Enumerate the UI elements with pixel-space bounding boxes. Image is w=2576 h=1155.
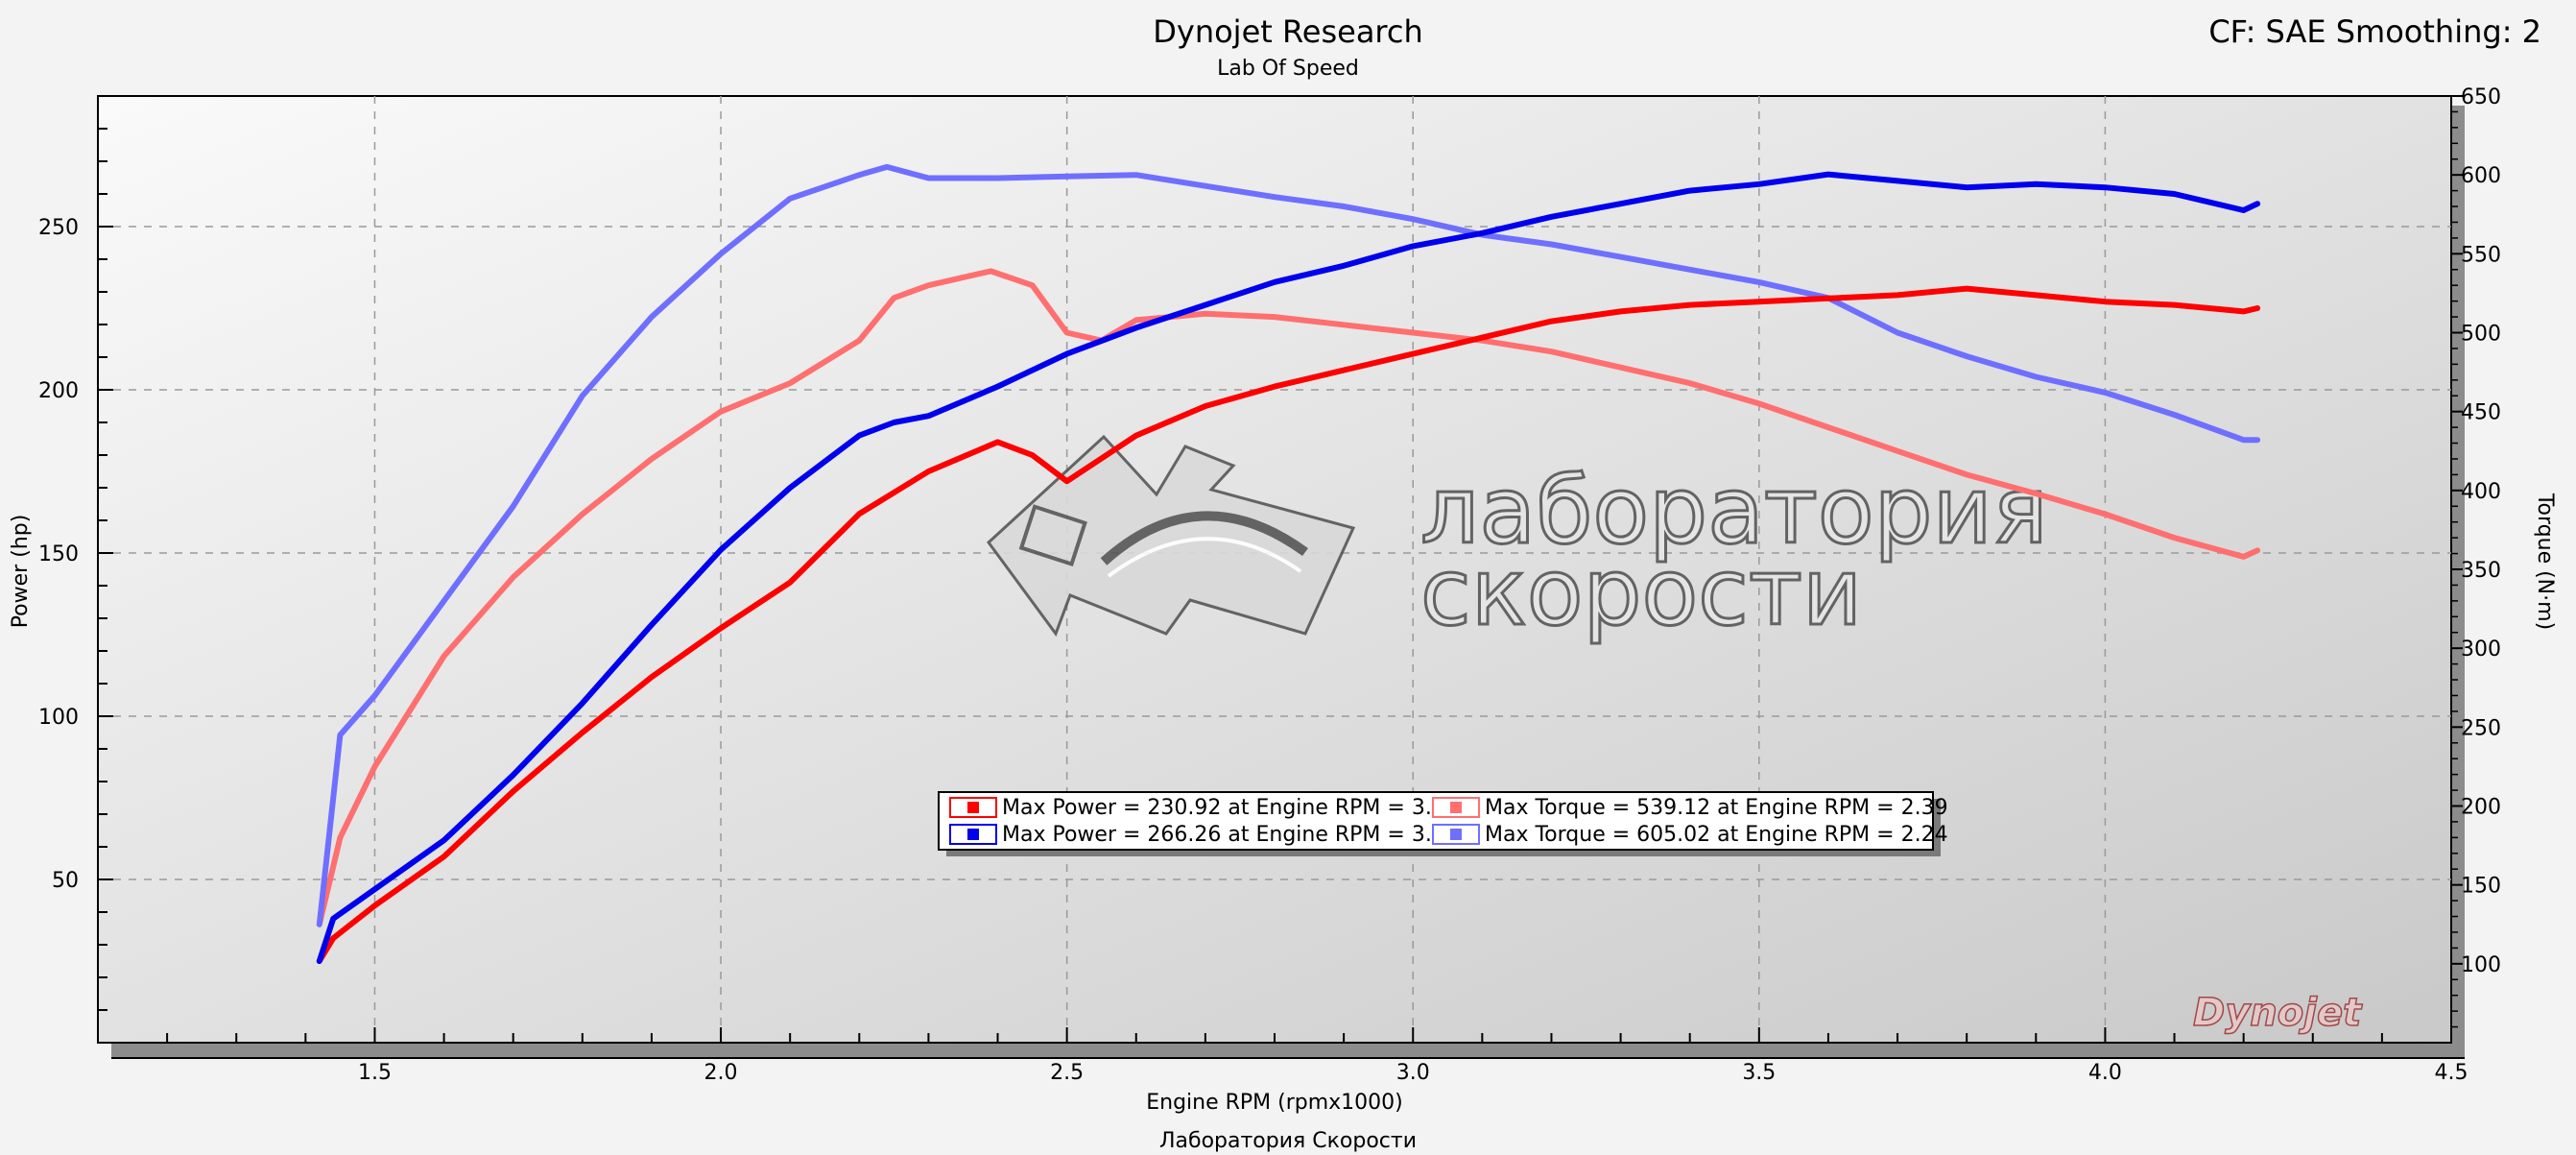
legend-entry-power-run1: Max Power = 230.92 at Engine RPM = 3.81 [949,796,1459,820]
legend-text: Max Power = 230.92 at Engine RPM = 3.81 [1002,796,1459,820]
x-axis-label: Engine RPM (rpmx1000) [1146,1091,1403,1115]
y-tick-label: 50 [52,869,79,893]
watermark: лаборатория скорости Dynojet [986,434,2364,1036]
y-tick-label: 150 [38,542,79,566]
axes: 1.5 2.0 2.5 3.0 3.5 4.0 4.5 50 100 150 200 250 100 15… [38,85,2501,1085]
y2-tick-label: 600 [2461,164,2501,188]
y-tick-label: 200 [38,379,79,403]
y2-tick-label: 500 [2461,323,2501,347]
y2-tick-label: 300 [2461,638,2501,662]
series-line-2 [316,163,2261,927]
x-tick-label: 4.0 [2088,1061,2122,1085]
watermark-brand: Dynojet [2193,991,2363,1035]
y2-tick-label: 350 [2461,559,2501,583]
legend-text: Max Power = 266.26 at Engine RPM = 3.60 [1002,823,1459,847]
cf-info: CF: SAE Smoothing: 2 [2208,13,2541,50]
x-tick-label: 3.5 [1742,1061,1776,1085]
y2-tick-label: 650 [2461,85,2501,109]
legend: Max Power = 230.92 at Engine RPM = 3.81 … [938,791,1948,856]
chart-title: Dynojet Research [1153,13,1423,50]
watermark-logo-icon [986,434,1356,638]
x-tick-label: 1.5 [358,1061,392,1085]
y-tick-label: 100 [38,706,79,730]
y-tick-label: 250 [38,216,79,240]
legend-swatch-fill [967,829,979,840]
legend-text: Max Torque = 605.02 at Engine RPM = 2.24 [1485,823,1948,847]
x-tick-label: 2.5 [1050,1061,1084,1085]
y2-tick-label: 550 [2461,243,2501,267]
watermark-text-line1: лаборатория [1420,457,2048,565]
y2-tick-label: 400 [2461,480,2501,504]
legend-swatch-fill [1450,829,1462,840]
watermark-text-line2: скорости [1420,539,1862,646]
x-tick-label: 4.5 [2435,1061,2469,1085]
legend-entry-torque-run1: Max Torque = 539.12 at Engine RPM = 2.39 [1432,796,1948,820]
legend-swatch-fill [1450,802,1462,813]
series-line-0 [316,171,2261,964]
legend-entry-power-run2: Max Power = 266.26 at Engine RPM = 3.60 [949,823,1459,847]
y2-tick-label: 250 [2461,716,2501,740]
y2-tick-label: 100 [2461,953,2501,977]
chart-subtitle: Lab Of Speed [1217,57,1359,81]
footer-text: Лаборатория Скорости [1159,1129,1417,1153]
y2-tick-label: 200 [2461,796,2501,820]
series-line-1 [316,285,2261,964]
y-axis-label: Power (hp) [9,515,33,629]
y2-axis-label: Torque (N·m) [2533,493,2557,630]
legend-swatch-fill [967,802,979,813]
y2-tick-label: 150 [2461,875,2501,899]
x-tick-label: 2.0 [704,1061,738,1085]
x-tick-label: 3.0 [1396,1061,1430,1085]
legend-text: Max Torque = 539.12 at Engine RPM = 2.39 [1485,796,1948,820]
y2-tick-label: 450 [2461,401,2501,425]
legend-entry-torque-run2: Max Torque = 605.02 at Engine RPM = 2.24 [1432,823,1948,847]
series-layer [316,163,2261,964]
